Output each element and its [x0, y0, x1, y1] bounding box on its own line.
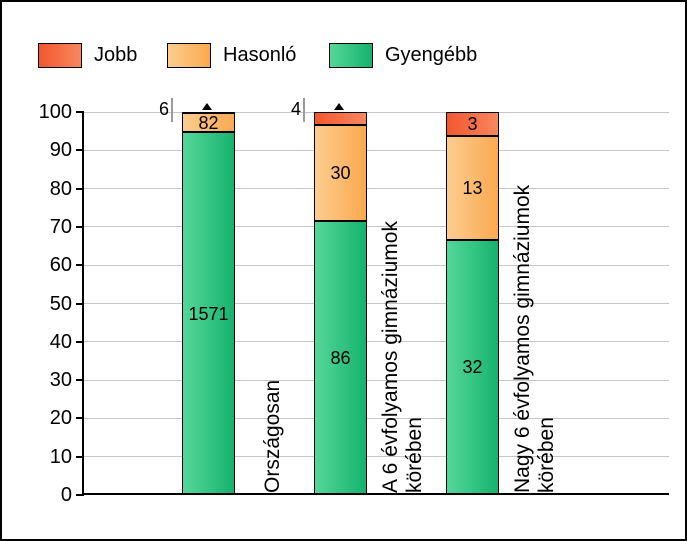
- gridline-10: [84, 456, 669, 458]
- y-tick-label-100: 100: [38, 101, 72, 123]
- bar-orszagosan-segment-jobb: [182, 112, 235, 114]
- category-label-line: Országosan: [261, 379, 284, 493]
- value-label-hasonlo-orszagosan: 82: [198, 112, 219, 133]
- callout-leader-line: [303, 98, 305, 122]
- gridline-100: [84, 111, 669, 113]
- legend-label-gyengebb: Gyengébb: [385, 43, 478, 66]
- y-tick-label-30: 30: [49, 369, 72, 392]
- y-tick-label-50: 50: [49, 292, 72, 315]
- legend-swatch-gyengebb: [329, 42, 373, 68]
- bar-nagy-6-evfolyamos-gimnaziumok-koreben-segment-gyengebb: [446, 239, 499, 495]
- category-label-line: körében: [403, 417, 426, 493]
- y-tick-label-20: 20: [49, 407, 72, 430]
- category-label-orszagosan: Országosan: [261, 380, 285, 493]
- category-label-line: A 6 évfolyamos gimnáziumok: [379, 221, 402, 493]
- gridline-60: [84, 264, 669, 266]
- legend-label-jobb: Jobb: [94, 43, 138, 66]
- gridline-50: [84, 303, 669, 304]
- callout-leader-line: [171, 98, 173, 122]
- y-tick-label-80: 80: [49, 177, 72, 200]
- bar-a-6-evfolyamos-gimnaziumok-koreben-segment-jobb: [314, 112, 367, 125]
- legend-swatch-jobb: [38, 42, 82, 68]
- value-label-gyengebb-nagy-6-evfolyamos-gimnaziumok-koreben: 32: [462, 357, 483, 378]
- plot-area: 0 10 20 30 40 50 60 70 80 90 100 1571 82 6 Országosan 8…: [39, 98, 669, 506]
- legend-item-gyengebb: Gyengébb: [329, 42, 477, 68]
- legend-label-hasonlo: Hasonló: [223, 43, 297, 66]
- y-tick-label-0: 0: [60, 484, 72, 506]
- category-label-line: körében: [535, 417, 558, 493]
- value-label-callout-jobb-a-6-evfolyamos-gimnaziumok-koreben: 4: [290, 99, 301, 119]
- y-tick-label-40: 40: [49, 330, 72, 353]
- y-tick-60: [76, 264, 84, 267]
- y-tick-label-90: 90: [49, 139, 72, 162]
- y-tick-20: [76, 417, 84, 420]
- y-tick-100: [76, 111, 84, 113]
- y-tick-50: [76, 302, 84, 305]
- gridline-70: [84, 226, 669, 228]
- y-tick-label-60: 60: [49, 254, 72, 277]
- y-tick-label-70: 70: [49, 215, 72, 238]
- value-label-hasonlo-a-6-evfolyamos-gimnaziumok-koreben: 30: [330, 162, 351, 183]
- bar-nagy-6-evfolyamos-gimnaziumok-koreben-segment-jobb: [446, 112, 499, 136]
- gridline-20: [84, 417, 669, 419]
- y-tick-80: [76, 187, 84, 190]
- y-tick-40: [76, 340, 84, 343]
- category-label-nagy-6-evfolyamos-gimnaziumok-koreben: Nagy 6 évfolyamos gimnáziumok körében: [511, 185, 559, 493]
- value-label-gyengebb-orszagosan: 1571: [188, 303, 229, 324]
- legend-swatch-hasonlo: [167, 42, 211, 68]
- y-tick-0: [76, 494, 84, 496]
- bar-a-6-evfolyamos-gimnaziumok-koreben-segment-hasonlo: [314, 124, 367, 221]
- y-tick-30: [76, 379, 84, 382]
- bar-a-6-evfolyamos-gimnaziumok-koreben-segment-gyengebb: [314, 220, 367, 495]
- value-label-jobb-nagy-6-evfolyamos-gimnaziumok-koreben: 3: [467, 113, 478, 134]
- y-tick-label-10: 10: [49, 445, 72, 468]
- legend-item-hasonlo: Hasonló: [167, 42, 296, 68]
- value-label-gyengebb-a-6-evfolyamos-gimnaziumok-koreben: 86: [330, 347, 351, 368]
- x-axis: [82, 493, 669, 495]
- y-axis: [82, 112, 84, 495]
- value-label-callout-jobb-orszagosan: 6: [158, 99, 169, 119]
- gridline-90: [84, 149, 669, 151]
- category-label-line: Nagy 6 évfolyamos gimnáziumok: [511, 184, 534, 493]
- gridline-40: [84, 341, 669, 343]
- callout-arrow-icon: [334, 103, 344, 110]
- y-tick-90: [76, 149, 84, 152]
- gridline-30: [84, 379, 669, 381]
- value-label-hasonlo-nagy-6-evfolyamos-gimnaziumok-koreben: 13: [462, 177, 483, 198]
- callout-arrow-icon: [202, 103, 212, 110]
- bar-nagy-6-evfolyamos-gimnaziumok-koreben-segment-hasonlo: [446, 135, 499, 240]
- bar-orszagosan-segment-gyengebb: [182, 132, 235, 495]
- gridline-80: [84, 188, 669, 190]
- y-tick-10: [76, 455, 84, 458]
- category-label-a-6-evfolyamos-gimnaziumok-koreben: A 6 évfolyamos gimnáziumok körében: [379, 221, 427, 493]
- y-tick-70: [76, 225, 84, 228]
- legend-item-jobb: Jobb: [38, 42, 137, 68]
